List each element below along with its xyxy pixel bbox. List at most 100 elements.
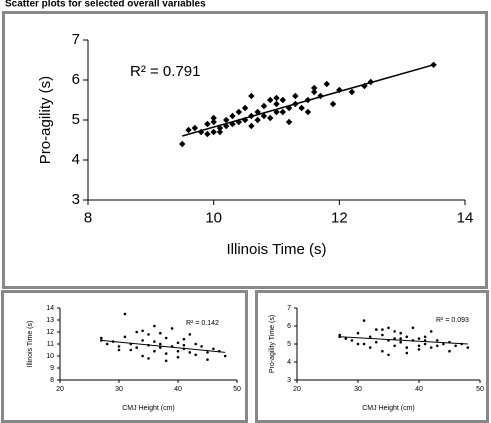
point [273, 100, 280, 108]
y-tick-label: 4 [72, 151, 80, 168]
point [223, 122, 230, 130]
point [191, 124, 199, 132]
point [273, 94, 280, 102]
annotation: R² = 0.093 [436, 317, 469, 324]
point [405, 346, 409, 349]
point [223, 354, 227, 358]
point [141, 339, 144, 342]
chart-frame [1, 290, 248, 423]
point [329, 100, 337, 108]
point [182, 337, 186, 341]
point [399, 337, 403, 340]
y-tick-label: 3 [287, 377, 291, 384]
point [204, 130, 211, 138]
y-tick-label: 9 [50, 365, 54, 372]
point [285, 118, 293, 126]
y-tick-label: 8 [50, 377, 54, 384]
point [381, 328, 384, 331]
point [204, 120, 211, 128]
point [159, 331, 162, 335]
point [348, 88, 356, 96]
point [356, 342, 360, 346]
annotation: R² = 0.142 [186, 320, 219, 327]
point [311, 84, 318, 92]
point [153, 340, 156, 343]
point [179, 140, 186, 148]
y-tick-label: 5 [287, 341, 291, 348]
point [176, 341, 180, 345]
point [206, 351, 209, 354]
point [405, 335, 409, 339]
x-axis-label: CMJ Height (cm) [122, 405, 175, 412]
point [182, 343, 186, 347]
x-tick-label: 12 [331, 209, 348, 226]
chart-frame [255, 290, 489, 423]
x-axis-label: CMJ Height (cm) [362, 405, 415, 412]
point [368, 346, 372, 349]
x-tick-label: 20 [56, 386, 64, 393]
point [223, 116, 230, 124]
y-tick-label: 7 [287, 305, 291, 312]
point [436, 344, 439, 348]
point [117, 345, 121, 348]
y-tick-label: 6 [287, 323, 291, 330]
x-tick-label: 8 [84, 209, 92, 226]
point [405, 351, 409, 355]
y-tick-label: 12 [46, 329, 54, 336]
x-tick-label: 30 [115, 386, 123, 393]
point [279, 108, 286, 116]
x-tick-label: 40 [174, 386, 182, 393]
point [260, 102, 268, 110]
point [381, 349, 384, 353]
point [311, 88, 318, 96]
point [194, 353, 197, 357]
point [188, 351, 192, 354]
point [141, 329, 144, 333]
point [210, 118, 217, 126]
point [153, 324, 156, 328]
point [350, 339, 354, 342]
point [423, 342, 427, 346]
annotation: R² = 0.791 [130, 63, 200, 80]
point [344, 337, 348, 340]
y-tick-label: 6 [72, 71, 80, 88]
x-tick-label: 10 [205, 209, 222, 226]
point [279, 96, 286, 104]
point [185, 126, 192, 134]
trendline [182, 64, 434, 137]
point [235, 108, 242, 116]
figure-title: Scatter plots for selected overall varia… [5, 0, 206, 10]
point [304, 108, 312, 116]
x-tick-label: 50 [233, 386, 241, 393]
point [466, 346, 470, 349]
point [100, 336, 103, 340]
point [411, 326, 415, 330]
trendline [339, 336, 468, 345]
point [105, 342, 109, 346]
point [362, 319, 366, 322]
point [254, 116, 261, 124]
y-tick-label: 14 [46, 305, 54, 312]
point [338, 333, 342, 337]
point [362, 342, 366, 346]
x-tick-label: 14 [457, 209, 474, 226]
point [368, 335, 372, 339]
point [267, 114, 274, 122]
point [229, 112, 236, 120]
point [141, 354, 144, 358]
point [194, 342, 197, 346]
y-tick-label: 13 [46, 317, 54, 324]
point [170, 327, 174, 330]
x-tick-label: 50 [476, 386, 484, 393]
point [248, 92, 255, 100]
x-axis-label: Illinois Time (s) [226, 241, 326, 258]
point [176, 349, 180, 353]
point [147, 333, 150, 336]
point [399, 340, 403, 344]
point [436, 339, 439, 342]
point [210, 114, 217, 122]
point [387, 326, 390, 330]
y-tick-label: 5 [72, 111, 80, 128]
point [292, 92, 299, 100]
x-tick-label: 20 [293, 386, 301, 393]
